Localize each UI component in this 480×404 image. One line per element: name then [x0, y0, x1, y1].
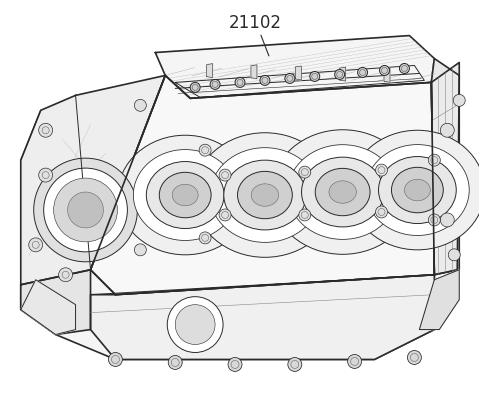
Polygon shape: [21, 270, 434, 360]
Ellipse shape: [251, 184, 278, 206]
Circle shape: [219, 169, 231, 181]
Ellipse shape: [350, 130, 480, 250]
Circle shape: [260, 76, 270, 85]
Polygon shape: [420, 270, 459, 330]
Circle shape: [453, 95, 465, 106]
Circle shape: [175, 305, 215, 345]
Circle shape: [299, 166, 311, 178]
Circle shape: [288, 358, 302, 371]
Circle shape: [134, 99, 146, 112]
Circle shape: [348, 354, 361, 368]
Polygon shape: [432, 63, 459, 275]
Ellipse shape: [159, 172, 211, 218]
Circle shape: [199, 144, 211, 156]
Ellipse shape: [210, 148, 320, 242]
Polygon shape: [91, 76, 434, 295]
Ellipse shape: [193, 133, 336, 257]
Circle shape: [44, 168, 127, 252]
Circle shape: [448, 249, 460, 261]
Polygon shape: [21, 280, 75, 335]
Ellipse shape: [301, 157, 384, 227]
Circle shape: [428, 154, 440, 166]
Circle shape: [440, 123, 454, 137]
Ellipse shape: [238, 171, 292, 219]
Circle shape: [59, 268, 72, 282]
Circle shape: [375, 164, 387, 176]
Circle shape: [408, 351, 421, 364]
Circle shape: [310, 72, 320, 82]
Polygon shape: [340, 67, 346, 81]
Ellipse shape: [329, 181, 356, 203]
Circle shape: [210, 80, 220, 89]
Ellipse shape: [133, 149, 237, 240]
Circle shape: [380, 65, 389, 76]
Circle shape: [285, 74, 295, 83]
Circle shape: [29, 238, 43, 252]
Ellipse shape: [118, 135, 252, 255]
Circle shape: [190, 82, 200, 93]
Circle shape: [39, 123, 53, 137]
Circle shape: [168, 356, 182, 369]
Ellipse shape: [379, 157, 456, 223]
Circle shape: [219, 209, 231, 221]
Circle shape: [375, 206, 387, 218]
Polygon shape: [156, 36, 434, 98]
Circle shape: [167, 297, 223, 352]
Polygon shape: [295, 66, 301, 80]
Ellipse shape: [315, 168, 370, 216]
Circle shape: [428, 214, 440, 226]
Circle shape: [68, 192, 104, 228]
Polygon shape: [91, 275, 434, 360]
Polygon shape: [21, 76, 165, 285]
Circle shape: [358, 67, 368, 78]
Ellipse shape: [288, 145, 397, 240]
Circle shape: [39, 168, 53, 182]
Circle shape: [399, 63, 409, 74]
Circle shape: [199, 232, 211, 244]
Text: 21102: 21102: [228, 14, 281, 32]
Circle shape: [134, 244, 146, 256]
Polygon shape: [384, 68, 390, 82]
Circle shape: [34, 158, 137, 262]
Ellipse shape: [405, 179, 431, 201]
Ellipse shape: [224, 160, 306, 230]
Ellipse shape: [146, 162, 224, 229]
Circle shape: [235, 78, 245, 87]
Ellipse shape: [392, 167, 444, 213]
Polygon shape: [206, 64, 213, 78]
Polygon shape: [432, 59, 459, 275]
Circle shape: [54, 178, 118, 242]
Polygon shape: [21, 270, 91, 335]
Ellipse shape: [366, 145, 469, 236]
Circle shape: [228, 358, 242, 371]
Ellipse shape: [271, 130, 414, 255]
Ellipse shape: [172, 184, 198, 206]
Circle shape: [440, 213, 454, 227]
Circle shape: [299, 209, 311, 221]
Circle shape: [335, 69, 345, 80]
Polygon shape: [251, 65, 257, 79]
Circle shape: [108, 352, 122, 366]
